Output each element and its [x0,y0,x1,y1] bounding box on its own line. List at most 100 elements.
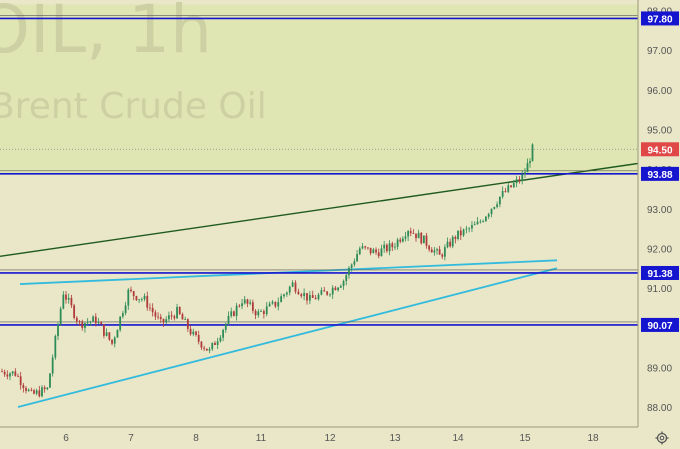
candle-body [399,239,402,242]
candle-body [420,232,423,244]
candle-body [197,334,200,342]
x-tick-label: 7 [128,433,134,444]
candle-body [176,306,178,319]
candle-body [81,321,84,328]
candle-body [192,331,195,335]
candle-body [111,339,113,344]
candle-body [280,296,283,303]
candle-body [385,244,388,252]
candle-body [449,241,452,247]
candle-body [224,323,227,330]
candle-body [200,341,203,348]
candle-body [425,235,428,246]
candle-body [103,324,105,336]
candle-body [3,371,6,375]
candle-body [260,311,262,312]
candle-body [94,316,97,324]
candle-body [451,236,454,247]
candle-body [113,337,116,344]
y-tick-label: 95.00 [647,125,672,136]
candle-body [311,295,314,298]
candle-body [407,231,410,237]
candle-body [216,341,219,345]
candle-body [208,349,211,351]
candle-body [49,373,51,388]
candle-body [504,191,507,192]
candle-body [303,292,306,297]
candle-body [501,191,504,197]
candle-body [108,332,111,340]
candle-body [84,322,86,328]
dark-green-channel-trendline[interactable] [0,162,641,258]
candle-body [337,287,340,291]
candle-body [51,357,54,374]
candle-body [314,297,317,300]
candle-body [462,229,465,236]
candle-body [124,305,127,314]
x-tick-label: 15 [519,433,531,444]
candle-body [238,305,241,307]
level-badge [641,11,679,26]
x-tick-label: 14 [452,433,464,444]
candle-body [59,308,62,325]
candle-body [329,294,331,296]
candle-body [433,250,436,253]
candle-body [62,294,65,309]
y-tick-label: 92.00 [647,244,672,255]
candle-body [38,390,41,397]
candle-body [436,249,438,251]
y-tick-label: 88.00 [647,403,672,414]
candle-body [401,238,404,242]
candle-body [86,322,89,323]
y-tick-label: 97.00 [647,46,672,57]
level-badge [641,317,679,332]
candle-body [323,290,326,292]
candle-body [339,285,342,288]
candle-body [297,291,300,295]
candle-body [46,387,49,390]
candle-body [512,183,515,188]
candle-body [317,294,320,300]
lower-wedge-trendline[interactable] [17,267,558,408]
x-tick-label: 8 [193,433,199,444]
candle-body [391,243,394,248]
candle-body [195,331,197,335]
candle-body [428,245,431,250]
watermark-symbol: OIL, 1h [0,0,212,68]
candle-body [490,208,493,215]
candle-body [165,319,168,323]
candle-body [412,233,415,234]
candle-body [140,299,143,301]
candle-body [369,247,372,254]
candle-body [262,311,265,315]
candle-body [496,204,498,207]
time-axis-background [0,427,638,449]
candle-body [277,302,280,307]
candle-body [524,172,526,175]
candle-body [510,185,512,188]
candle-body [154,312,157,317]
candle-body [78,321,81,323]
price-axis-background [638,0,680,449]
x-tick-label: 6 [63,433,69,444]
candle-body [388,243,391,252]
candle-body [485,216,487,222]
settings-gear-icon[interactable] [655,431,669,445]
candle-body [205,348,208,351]
candle-body [146,295,149,308]
candle-body [230,311,233,316]
candles [1,143,534,398]
x-ticks: 6 7 8 11 12 13 14 15 18 [63,433,599,444]
candle-body [438,249,441,255]
candle-body [97,322,100,324]
candle-body [375,249,377,253]
candle-body [27,389,30,391]
candle-body [159,316,162,319]
x-tick-label: 12 [324,433,336,444]
candle-body [105,332,108,336]
candle-body [300,294,303,297]
candle-body [73,305,76,318]
candle-body [326,291,329,295]
candle-body [135,296,138,301]
candle-body [181,314,184,320]
